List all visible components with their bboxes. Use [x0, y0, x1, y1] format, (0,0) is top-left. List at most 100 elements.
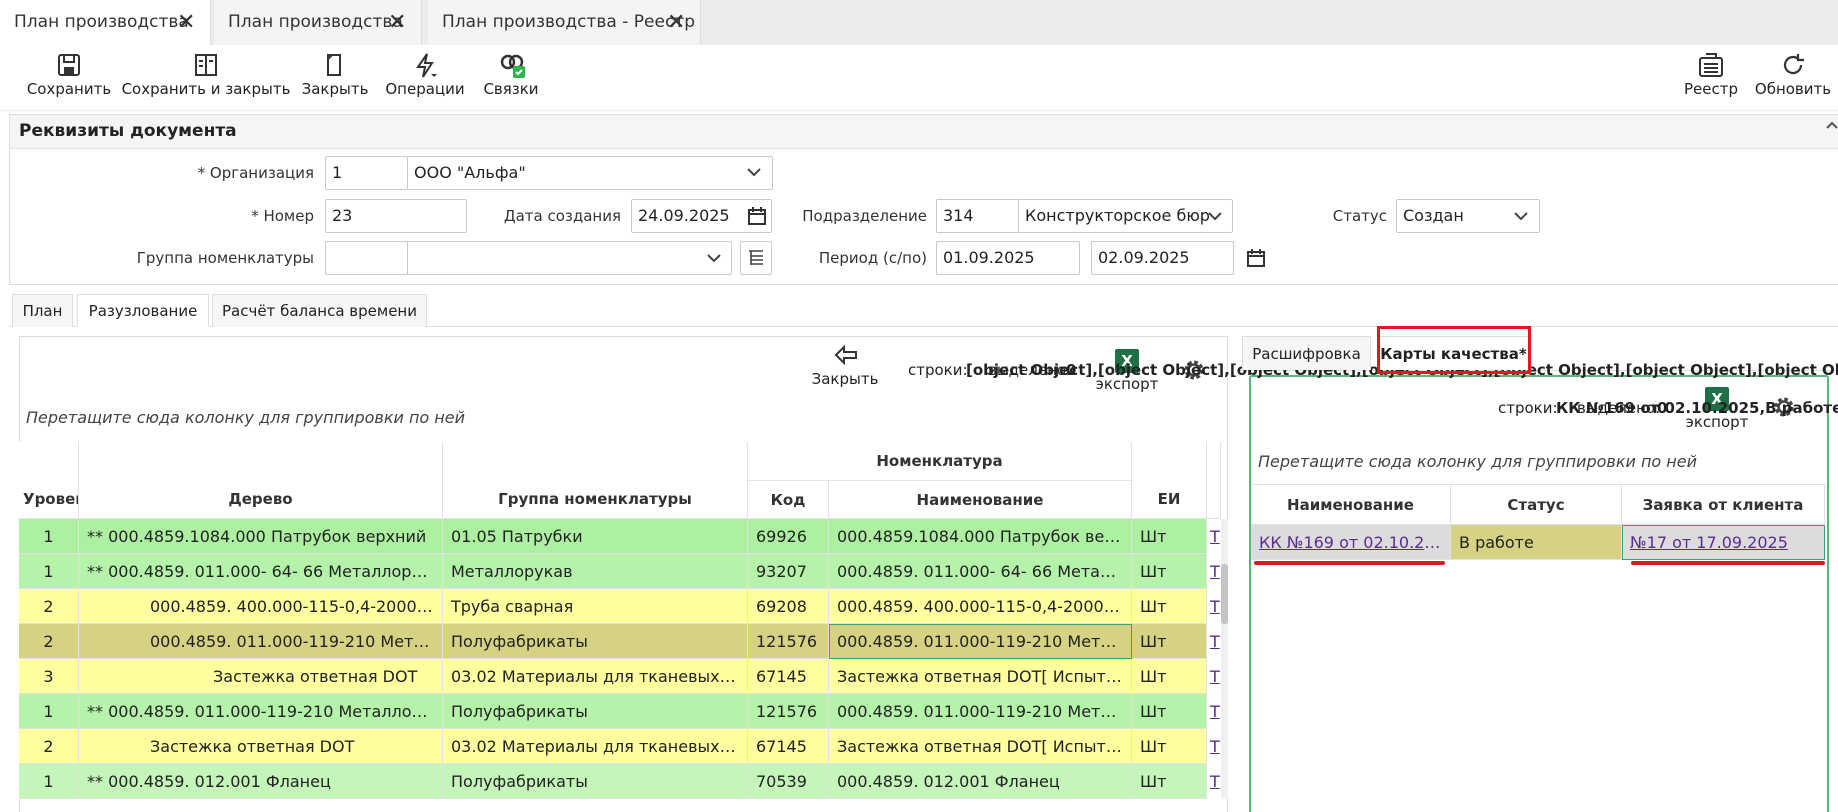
- collapse-icon[interactable]: [1826, 120, 1838, 130]
- tab-label[interactable]: План производства - Реестр: [442, 12, 695, 32]
- excel-icon[interactable]: X: [1115, 349, 1139, 373]
- tab-label[interactable]: План производства: [14, 12, 189, 32]
- column-header[interactable]: Уровен: [19, 442, 79, 519]
- close-label[interactable]: Закрыть: [811, 370, 879, 388]
- grid-cell: ** 000.4859.1084.000 Патрубок верхний: [79, 519, 443, 554]
- row-link[interactable]: Т: [1207, 729, 1221, 764]
- field-input[interactable]: Создан: [1396, 199, 1540, 233]
- row-link[interactable]: Т: [1207, 624, 1221, 659]
- tab-close[interactable]: ✕: [667, 10, 686, 35]
- scrollbar[interactable]: [1221, 519, 1228, 799]
- subtab[interactable]: План: [12, 294, 73, 327]
- row-link[interactable]: Т: [1207, 694, 1221, 729]
- toolbar-button[interactable]: Сохранить: [26, 80, 112, 98]
- excel-icon[interactable]: X: [1705, 387, 1729, 411]
- grid-cell: 03.02 Материалы для тканевых ко…: [443, 659, 748, 694]
- grid-cell: Металлорукав: [443, 554, 748, 589]
- division-chevron[interactable]: [1206, 207, 1224, 225]
- requisites-header: [10, 115, 1838, 149]
- grid-cell: 000.4859. 400.000-115-0,4-2000 Тру…: [829, 589, 1132, 624]
- grid-cell: В работе: [1451, 525, 1622, 560]
- field-label: Подразделение: [802, 207, 927, 225]
- row-link[interactable]: Т: [1207, 554, 1221, 589]
- row-link[interactable]: КК №169 от 02.10.2025: [1251, 525, 1451, 560]
- grid-cell: 121576: [748, 624, 829, 659]
- right-grid-panel: [1249, 375, 1829, 812]
- rows-label: строки:: [1498, 399, 1558, 417]
- grid-cell: Застежка ответная DOT: [79, 659, 443, 694]
- scroll-thumb[interactable]: [1221, 564, 1228, 624]
- grid-cell: 3: [19, 659, 79, 694]
- registry-icon: [1699, 53, 1723, 77]
- document-tab[interactable]: [0, 0, 211, 45]
- grid-cell: 67145: [748, 729, 829, 764]
- calendar-icon[interactable]: [747, 206, 767, 226]
- settings-icon[interactable]: [1772, 395, 1796, 419]
- row-link[interactable]: Т: [1207, 519, 1221, 554]
- grid-cell: 01.05 Патрубки: [443, 519, 748, 554]
- grid-cell: Полуфабрикаты: [443, 694, 748, 729]
- row-link[interactable]: Т: [1207, 589, 1221, 624]
- grid-cell: Шт: [1132, 694, 1207, 729]
- column-header[interactable]: Заявка от клиента: [1622, 484, 1825, 525]
- column-header[interactable]: Код: [748, 481, 829, 519]
- toolbar-button[interactable]: Обновить: [1754, 80, 1832, 98]
- field-input[interactable]: [407, 241, 732, 275]
- period-calendar-icon[interactable]: [1246, 248, 1266, 268]
- grid-cell: 2: [19, 589, 79, 624]
- grid-cell: Застежка ответная DOT[ Испытан…: [829, 729, 1132, 764]
- toolbar-button[interactable]: Сохранить и закрыть: [121, 80, 291, 98]
- field-label: Дата создания: [503, 207, 621, 225]
- subtab[interactable]: Разузлование: [77, 294, 209, 327]
- row-link[interactable]: Т: [1207, 764, 1221, 799]
- grid-cell: 000.4859. 011.000-119-210 Металл…: [829, 694, 1132, 729]
- field-input[interactable]: [325, 241, 408, 275]
- field-input[interactable]: 314: [936, 199, 1019, 233]
- field-input[interactable]: 23: [325, 199, 467, 233]
- column-header[interactable]: Наименование: [829, 481, 1132, 519]
- toolbar-button[interactable]: Связки: [483, 80, 539, 98]
- grid-cell: Застежка ответная DOT[ Испытан…: [829, 659, 1132, 694]
- field-input[interactable]: 24.09.2025: [631, 199, 772, 233]
- settings-icon[interactable]: [1182, 358, 1206, 382]
- column-header[interactable]: Дерево: [79, 442, 443, 519]
- save-icon: [58, 54, 80, 76]
- grid-cell: 1: [19, 694, 79, 729]
- toolbar-button[interactable]: Закрыть: [301, 80, 369, 98]
- field-input[interactable]: 01.09.2025: [936, 241, 1080, 275]
- column-header[interactable]: Статус: [1451, 484, 1622, 525]
- field-input[interactable]: 02.09.2025: [1091, 241, 1234, 275]
- column-header[interactable]: Группа номенклатуры: [443, 442, 748, 519]
- export-label[interactable]: экспорт: [1095, 375, 1159, 393]
- export-label[interactable]: экспорт: [1685, 413, 1749, 431]
- field-input[interactable]: ООО "Альфа": [407, 156, 773, 190]
- field-label: Группа номенклатуры: [136, 249, 314, 267]
- tab-close[interactable]: ✕: [388, 10, 407, 35]
- row-link[interactable]: Т: [1207, 659, 1221, 694]
- column-header[interactable]: Наименование: [1251, 484, 1451, 525]
- rows-count: КК №169 от 02.10.2025,В работе,№17 от 17…: [1556, 399, 1838, 417]
- toolbar-button[interactable]: Операции: [385, 80, 465, 98]
- grid-cell: Полуфабрикаты: [443, 764, 748, 799]
- tab-close[interactable]: ✕: [177, 10, 196, 35]
- document-tab[interactable]: [428, 0, 701, 45]
- group-hint: Перетащите сюда колонку для группировки …: [1258, 452, 1697, 471]
- field-input[interactable]: 1: [325, 156, 408, 190]
- tab-label[interactable]: План производства: [228, 12, 403, 32]
- panel-tab[interactable]: Расшифровка: [1242, 336, 1371, 370]
- toolbar-button[interactable]: Реестр: [1683, 80, 1738, 98]
- tree-button[interactable]: [740, 241, 772, 275]
- grid-cell: 000.4859. 011.000- 64- 66 Металло…: [829, 554, 1132, 589]
- grid-cell: Шт: [1132, 554, 1207, 589]
- grid-cell: 69926: [748, 519, 829, 554]
- column-header[interactable]: ЕИ: [1132, 442, 1207, 519]
- org-chevron[interactable]: [745, 163, 763, 181]
- group-chevron[interactable]: [705, 249, 723, 267]
- status-chevron[interactable]: [1512, 207, 1530, 225]
- row-link[interactable]: №17 от 17.09.2025: [1622, 525, 1825, 560]
- panel-tab[interactable]: Карты качества*: [1377, 336, 1530, 370]
- field-input[interactable]: Конструкторское бюр: [1018, 199, 1233, 233]
- column-header: [1207, 442, 1221, 519]
- document-tab[interactable]: [214, 0, 422, 45]
- subtab[interactable]: Расчёт баланса времени: [212, 294, 427, 327]
